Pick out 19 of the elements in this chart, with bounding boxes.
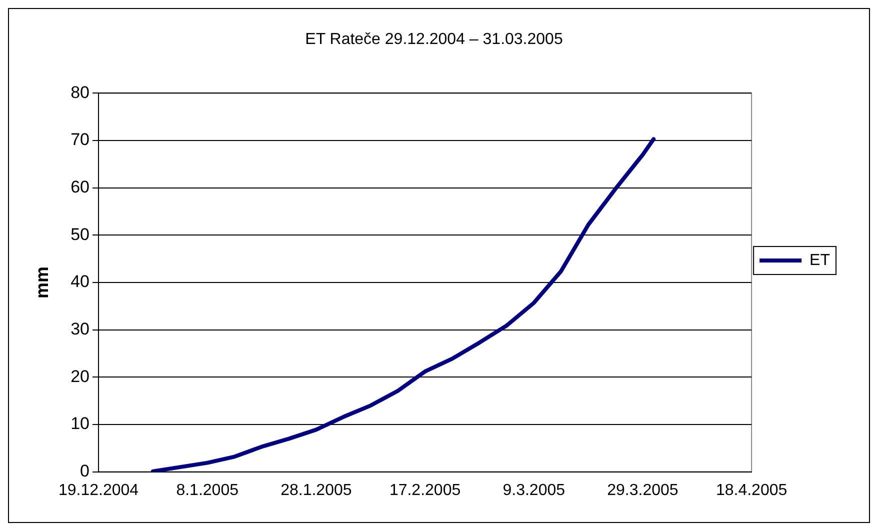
y-tick-label: 20 [70,366,90,386]
y-tick-label: 50 [70,224,90,244]
chart-title: ET Rateče 29.12.2004 – 31.03.2005 [305,31,563,48]
x-tick-label: 18.4.2005 [716,482,788,499]
y-tick-label: 40 [70,272,90,292]
x-tick-label: 8.1.2005 [176,482,239,499]
y-tick-label: 0 [80,461,90,480]
y-tick-label: 10 [70,414,90,434]
legend-label: ET [810,252,830,269]
y-tick-label: 30 [70,320,90,339]
x-tick-label: 19.12.2004 [58,482,139,499]
x-tick-label: 17.2.2005 [389,482,461,499]
x-tick-label: 29.3.2005 [607,482,678,499]
y-tick-label: 80 [70,82,90,102]
y-tick-label: 70 [70,130,90,150]
y-axis-title: mm [32,266,52,299]
x-tick-label: 28.1.2005 [280,482,352,499]
y-tick-label: 60 [70,178,90,197]
x-tick-label: 9.3.2005 [502,482,566,499]
